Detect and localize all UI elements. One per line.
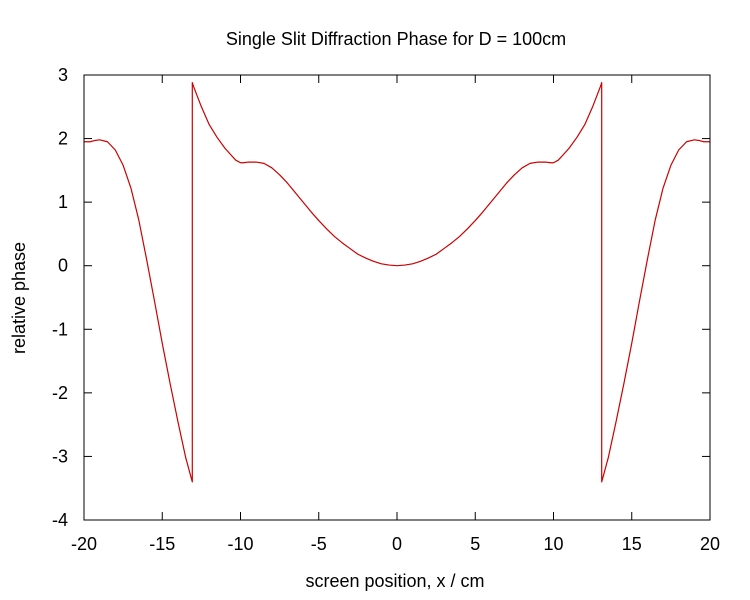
x-tick-label: 5 bbox=[470, 534, 480, 554]
y-tick-label: 0 bbox=[58, 256, 68, 276]
x-tick-label: -5 bbox=[311, 534, 327, 554]
x-axis-label: screen position, x / cm bbox=[305, 571, 484, 591]
chart-title: Single Slit Diffraction Phase for D = 10… bbox=[226, 29, 566, 49]
x-tick-label: 0 bbox=[392, 534, 402, 554]
x-tick-label: 15 bbox=[622, 534, 642, 554]
y-tick-label: 1 bbox=[58, 192, 68, 212]
x-tick-label: -20 bbox=[71, 534, 97, 554]
y-axis-label: relative phase bbox=[9, 242, 29, 354]
y-tick-label: 3 bbox=[58, 65, 68, 85]
plot-area bbox=[84, 82, 710, 483]
phase-series-line bbox=[84, 82, 710, 483]
plot-frame bbox=[83, 74, 711, 521]
x-tick-label: 20 bbox=[700, 534, 720, 554]
y-tick-label: -4 bbox=[52, 510, 68, 530]
x-tick-label: 10 bbox=[543, 534, 563, 554]
x-tick-label: -10 bbox=[227, 534, 253, 554]
y-tick-label: -1 bbox=[52, 319, 68, 339]
x-tick-label: -15 bbox=[149, 534, 175, 554]
y-tick-label: 2 bbox=[58, 129, 68, 149]
y-tick-label: -3 bbox=[52, 446, 68, 466]
y-tick-label: -2 bbox=[52, 383, 68, 403]
